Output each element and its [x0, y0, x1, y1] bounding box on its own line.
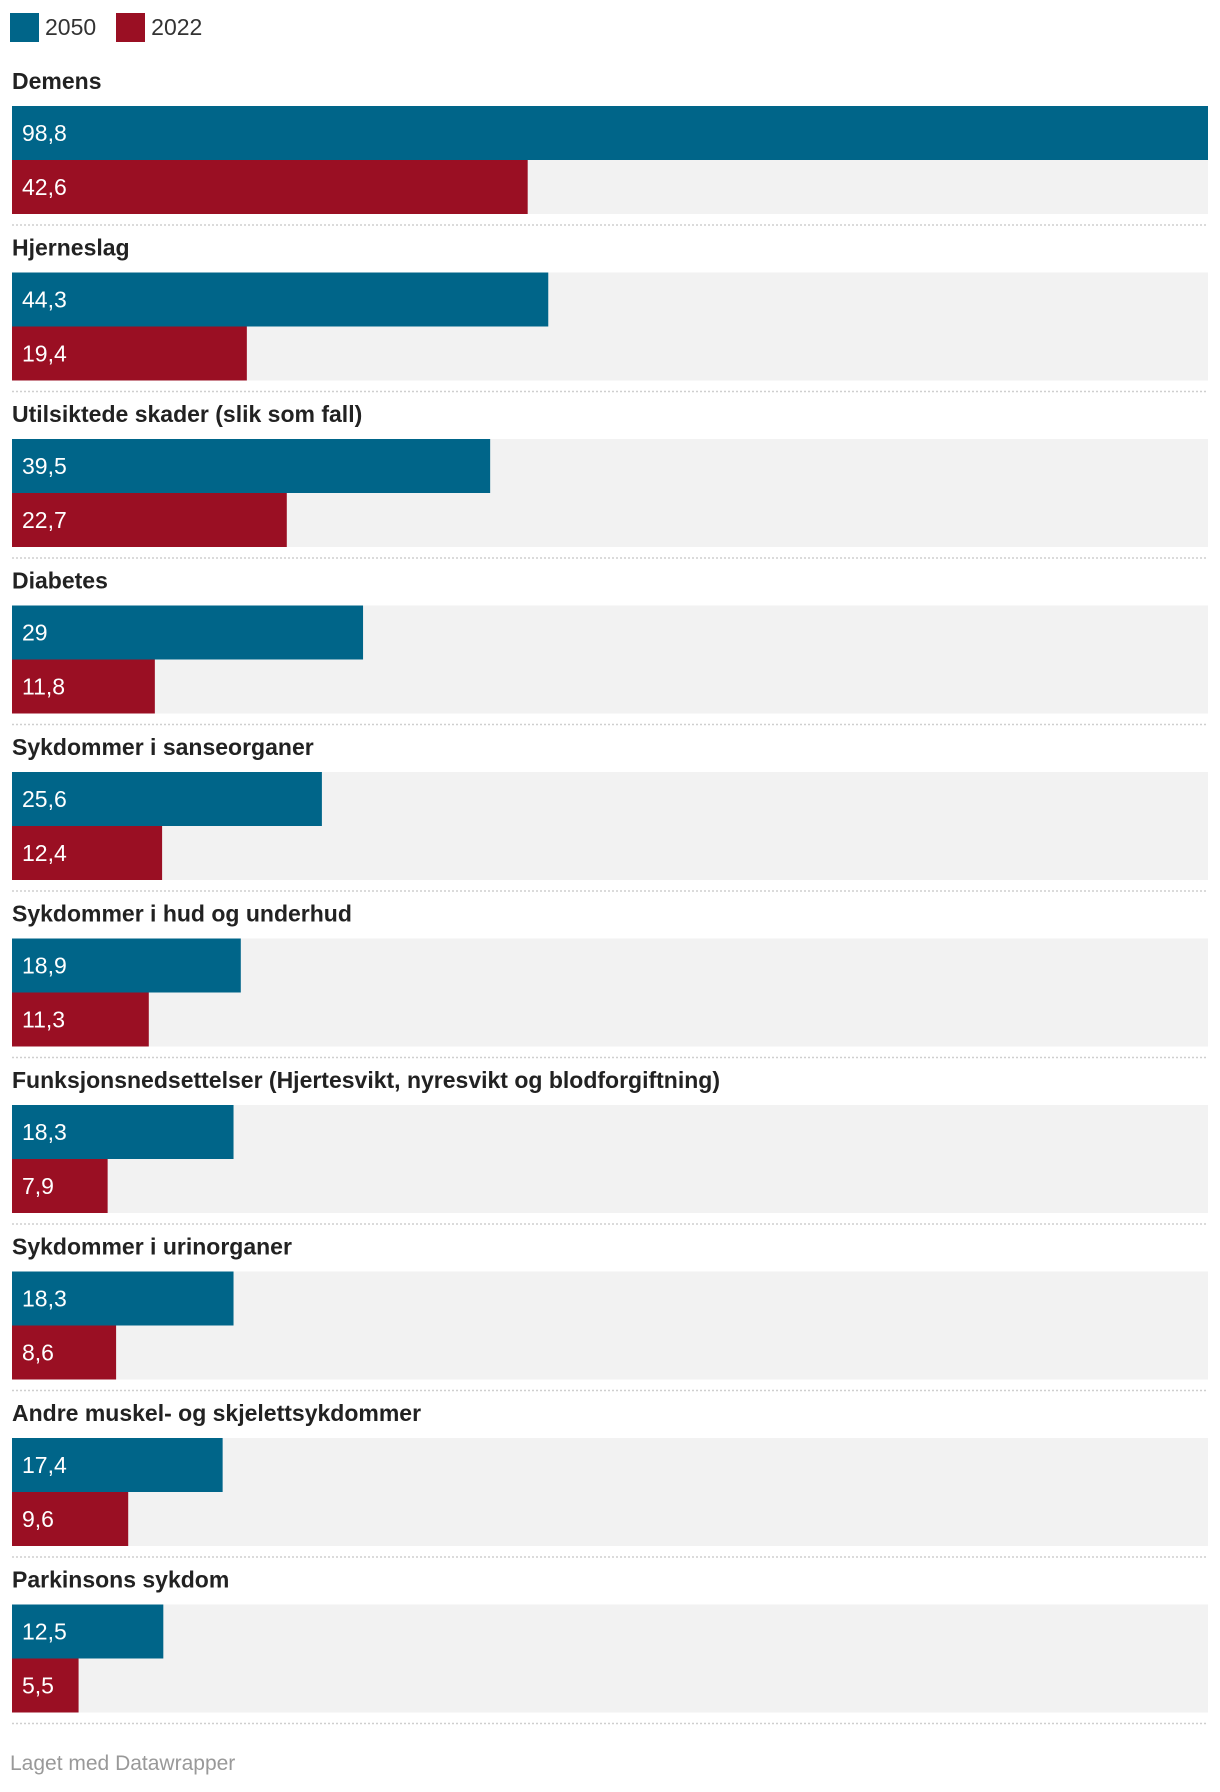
- value-label-2022-cat-4: 11,8: [22, 674, 65, 700]
- category-label-cat-8: Sykdommer i urinorganer: [12, 1234, 292, 1260]
- value-label-2050-cat-4: 29: [22, 620, 48, 646]
- value-label-2022-cat-9: 9,6: [22, 1506, 54, 1532]
- bar-2022-cat-9: [12, 1492, 129, 1546]
- bar-2050-cat-1: [12, 106, 1208, 160]
- bar-2022-cat-3: [12, 493, 287, 547]
- value-label-2050-cat-8: 18,3: [22, 1286, 67, 1312]
- category-label-cat-5: Sykdommer i sanseorganer: [12, 734, 314, 760]
- bar-2022-cat-1: [12, 160, 528, 214]
- category-label-cat-2: Hjerneslag: [12, 235, 130, 261]
- legend: 2050 2022: [10, 12, 202, 42]
- category-label-cat-3: Utilsiktede skader (slik som fall): [12, 401, 362, 427]
- bar-2022-cat-6: [12, 992, 149, 1047]
- value-label-2022-cat-3: 22,7: [22, 507, 67, 533]
- value-label-2050-cat-7: 18,3: [22, 1119, 67, 1145]
- legend-label-2022: 2022: [151, 13, 203, 40]
- bar-2050-cat-10: [12, 1604, 164, 1659]
- legend-swatch-2050: [10, 12, 39, 42]
- value-label-2050-cat-5: 25,6: [22, 786, 67, 812]
- legend-item-2050: 2050: [10, 12, 97, 42]
- bar-2022-cat-8: [12, 1325, 117, 1380]
- category-label-cat-6: Sykdommer i hud og underhud: [12, 901, 352, 927]
- value-label-2022-cat-6: 11,3: [22, 1007, 65, 1033]
- bar-2050-cat-6: [12, 938, 241, 993]
- value-label-2022-cat-1: 42,6: [22, 174, 67, 200]
- bar-2050-cat-7: [12, 1105, 234, 1159]
- category-label-cat-7: Funksjonsnedsettelser (Hjertesvikt, nyre…: [12, 1067, 720, 1093]
- value-label-2022-cat-2: 19,4: [22, 341, 67, 367]
- value-label-2050-cat-3: 39,5: [22, 453, 67, 479]
- bar-2050-cat-5: [12, 772, 322, 826]
- value-label-2050-cat-2: 44,3: [22, 287, 67, 313]
- value-label-2022-cat-7: 7,9: [22, 1173, 54, 1199]
- legend-swatch-2022: [116, 12, 146, 42]
- value-label-2050-cat-10: 12,5: [22, 1619, 67, 1645]
- category-label-cat-1: Demens: [12, 68, 101, 94]
- bar-2050-cat-3: [12, 439, 491, 493]
- bar-2050-cat-2: [12, 272, 549, 327]
- bar-track-cat-10: [12, 1604, 1208, 1713]
- value-label-2050-cat-1: 98,8: [22, 120, 67, 146]
- legend-label-2050: 2050: [45, 13, 97, 40]
- value-label-2022-cat-10: 5,5: [22, 1673, 54, 1699]
- category-label-cat-9: Andre muskel- og skjelettsykdommer: [12, 1400, 421, 1426]
- value-label-2022-cat-5: 12,4: [22, 840, 67, 866]
- bar-2022-cat-10: [12, 1658, 79, 1713]
- value-label-2022-cat-8: 8,6: [22, 1340, 54, 1366]
- credit-text: Laget med Datawrapper: [10, 1752, 236, 1775]
- bar-2050-cat-9: [12, 1438, 223, 1492]
- legend-item-2022: 2022: [116, 12, 203, 42]
- bar-2050-cat-8: [12, 1271, 234, 1326]
- bar-2022-cat-4: [12, 659, 155, 714]
- bar-2050-cat-4: [12, 605, 364, 660]
- category-label-cat-4: Diabetes: [12, 568, 108, 594]
- bar-2022-cat-5: [12, 826, 163, 880]
- bar-2022-cat-2: [12, 326, 247, 381]
- value-label-2050-cat-9: 17,4: [22, 1452, 67, 1478]
- value-label-2050-cat-6: 18,9: [22, 953, 67, 979]
- bar-2022-cat-7: [12, 1159, 108, 1213]
- category-label-cat-10: Parkinsons sykdom: [12, 1567, 229, 1593]
